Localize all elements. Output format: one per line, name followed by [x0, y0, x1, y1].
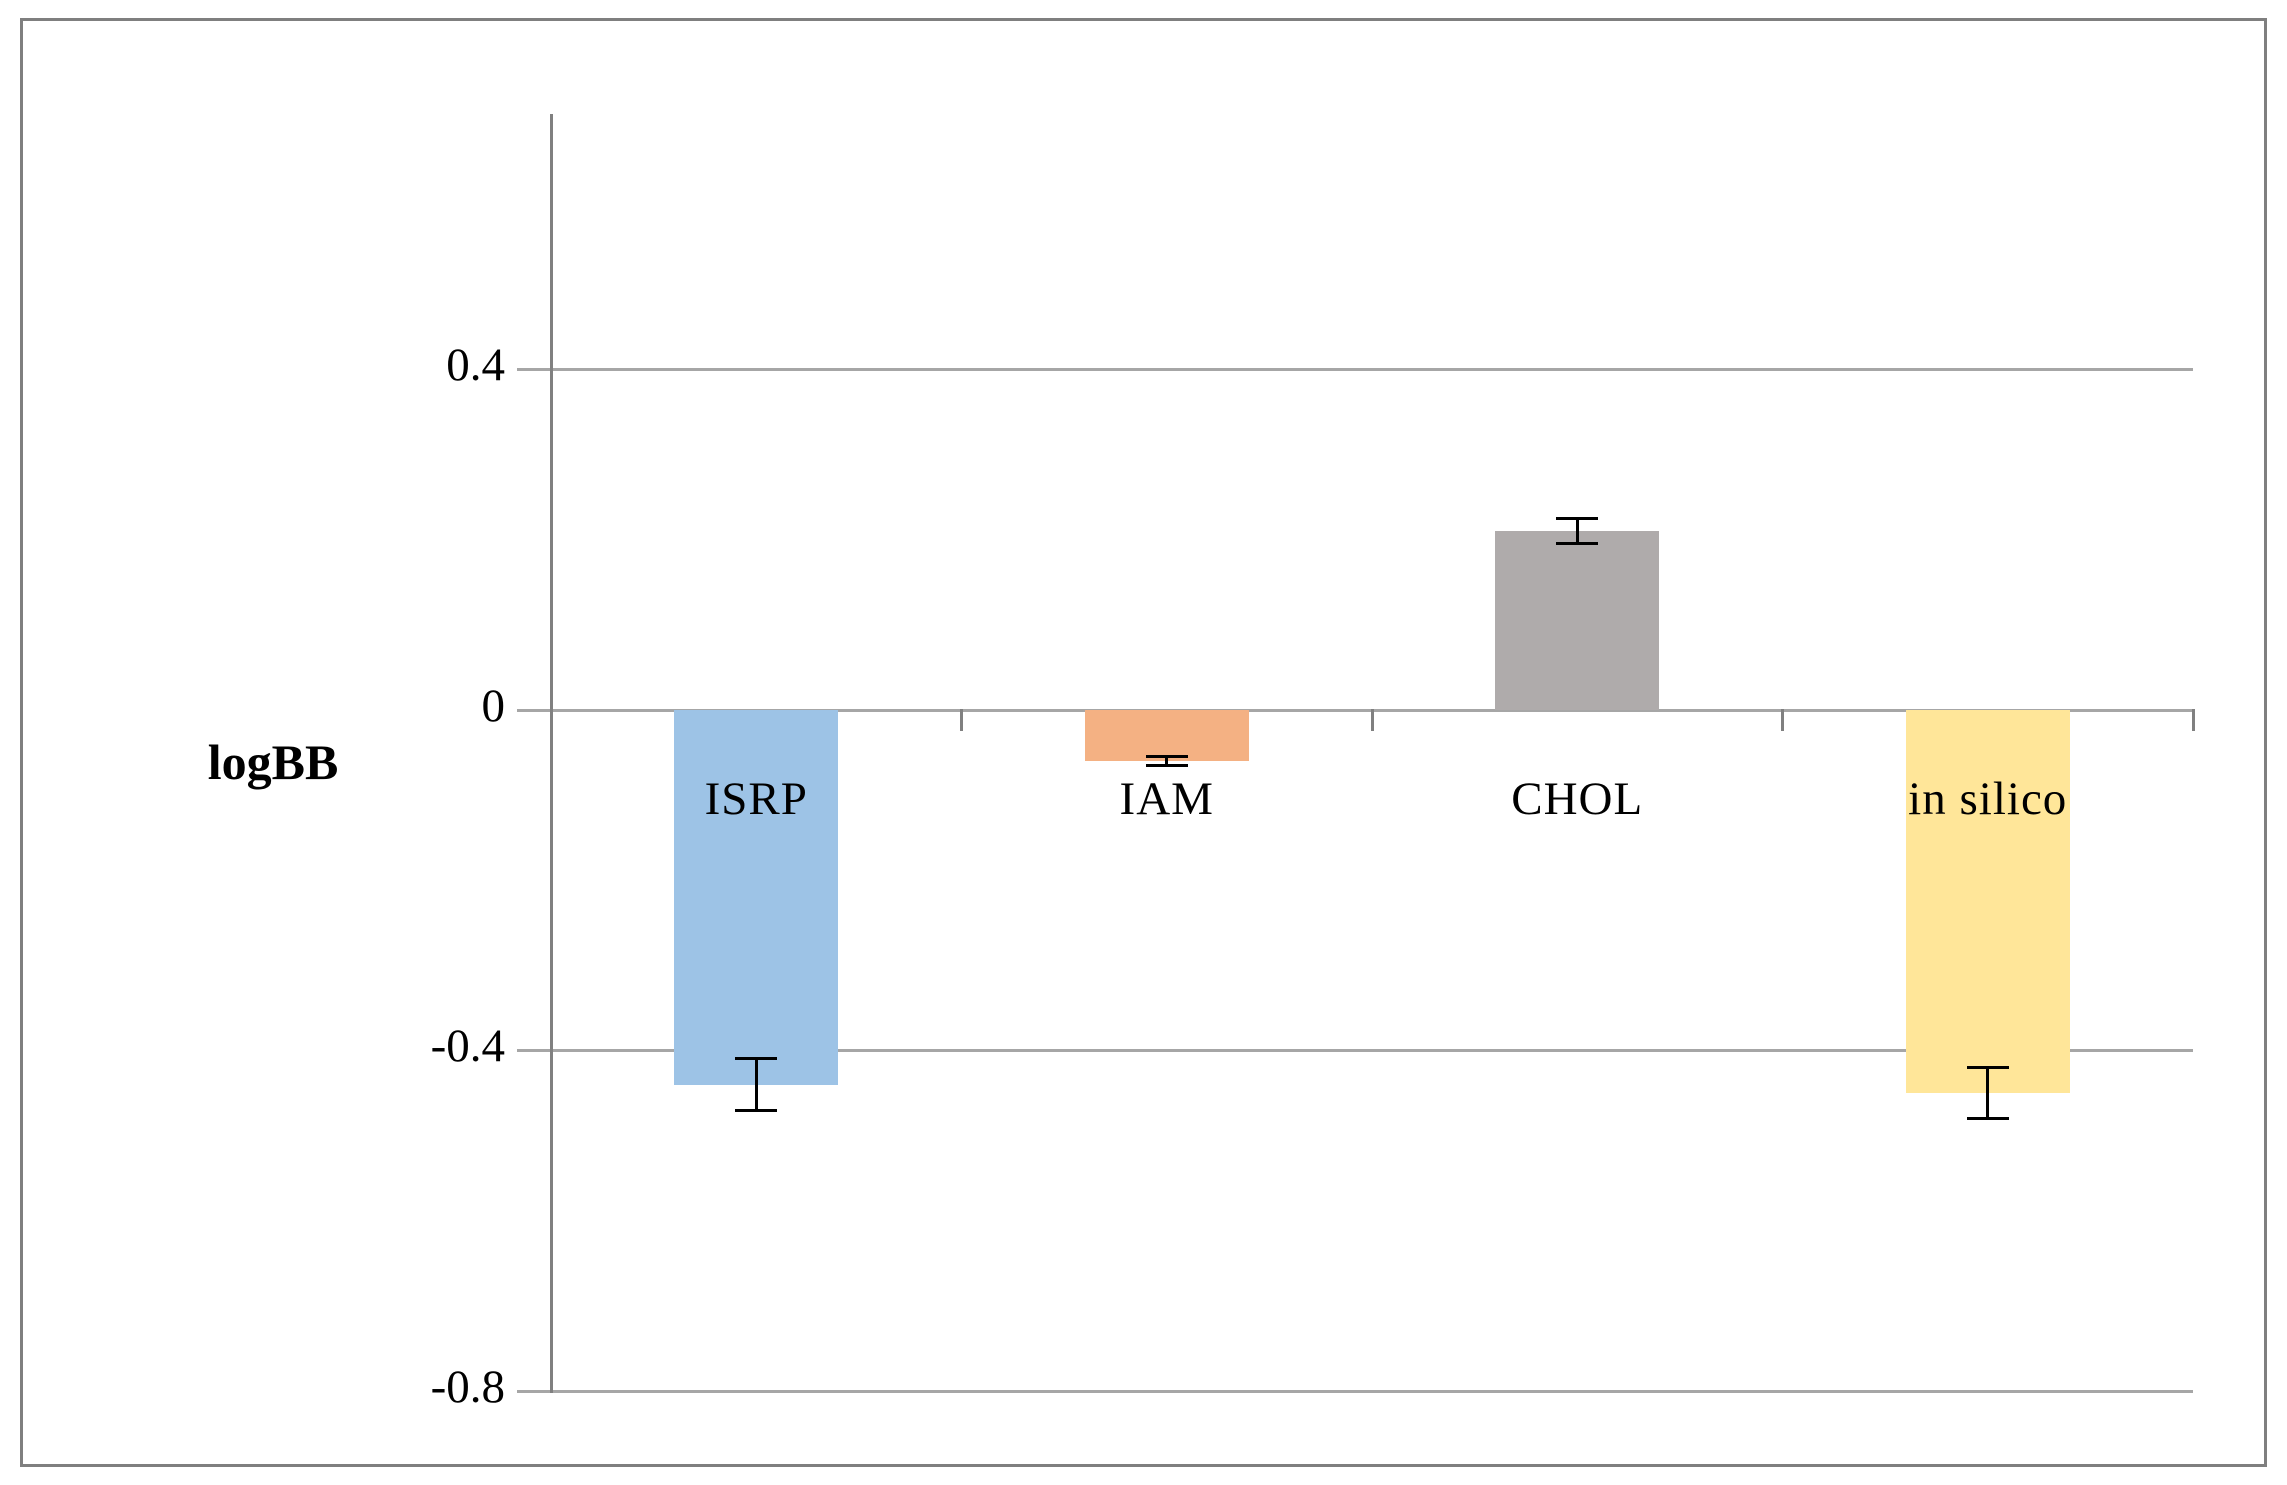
y-tick-label: 0 [481, 679, 506, 732]
category-label-isrp: ISRP [704, 772, 808, 825]
x-axis-category-tick [1370, 708, 1374, 731]
x-axis-category-tick [960, 708, 963, 731]
bar-isrp [674, 709, 839, 1085]
error-bar-cap-bottom [735, 1108, 778, 1112]
category-label-in-silico: in silico [1908, 772, 2068, 825]
y-tick-label: 0.4 [446, 339, 505, 392]
error-bar-line [754, 1058, 758, 1111]
error-bar-line [1165, 756, 1169, 766]
y-tick-label: -0.8 [430, 1361, 505, 1413]
y-axis-line [550, 114, 553, 1393]
gridline-y--0.4 [517, 1049, 2193, 1053]
error-bar-cap-bottom [1966, 1117, 2009, 1121]
error-bar-cap-bottom [1145, 763, 1188, 767]
bar-chol [1495, 531, 1660, 710]
error-bar-line [1575, 518, 1579, 544]
error-bar-line [1986, 1067, 1990, 1119]
gridline-y--0.8 [517, 1390, 2193, 1393]
x-axis-category-tick [2191, 708, 2195, 731]
bar-iam [1084, 709, 1249, 761]
x-axis-category-tick [1781, 708, 1784, 731]
bar-in-silico [1905, 709, 2070, 1094]
bar-chart: 0.4 0 -0.4 -0.8 ISRP IAM CHOL in silico logBB [23, 21, 2264, 1464]
category-label-chol: CHOL [1511, 772, 1644, 825]
error-bar-cap-top [1556, 516, 1599, 520]
y-axis-title: logBB [207, 734, 339, 790]
error-bar-cap-top [1966, 1065, 2009, 1069]
gridline-y-0 [517, 708, 2193, 712]
category-label-iam: IAM [1119, 772, 1214, 825]
gridline-y-0.4 [517, 368, 2193, 372]
error-bar-cap-top [1145, 755, 1188, 759]
error-bar-cap-top [735, 1057, 778, 1061]
y-tick-label: -0.4 [430, 1020, 505, 1073]
figure-frame: 0.4 0 -0.4 -0.8 ISRP IAM CHOL in silico logBB [20, 18, 2267, 1467]
error-bar-cap-bottom [1556, 542, 1599, 546]
